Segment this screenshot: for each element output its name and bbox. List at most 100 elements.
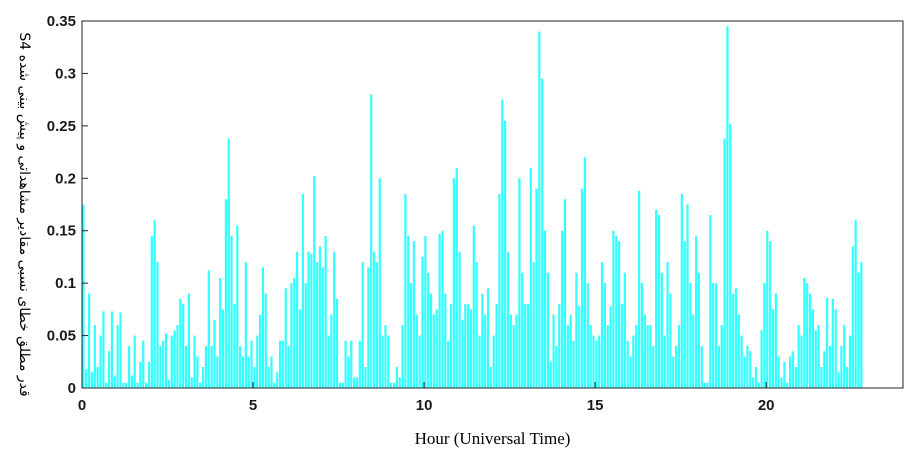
bar <box>854 220 857 388</box>
bar <box>88 293 91 388</box>
bar <box>732 293 735 388</box>
bar <box>258 314 262 388</box>
bar <box>82 204 85 388</box>
bar <box>717 346 720 388</box>
bar <box>307 251 310 388</box>
bar <box>632 335 635 388</box>
bar <box>783 361 786 388</box>
bar <box>774 293 777 388</box>
bar <box>589 325 592 388</box>
bar <box>680 194 683 388</box>
bar <box>558 304 561 388</box>
bar <box>472 225 475 388</box>
bar <box>298 309 302 388</box>
bar <box>563 199 567 388</box>
bar <box>552 314 555 388</box>
bar <box>746 346 749 388</box>
bar <box>335 298 339 388</box>
bar <box>407 235 410 388</box>
bar <box>341 382 344 388</box>
bar <box>686 204 689 388</box>
bar <box>606 325 609 388</box>
bar <box>387 335 390 388</box>
bar <box>583 157 587 388</box>
bar <box>840 346 843 388</box>
bar <box>486 288 490 388</box>
bar <box>287 346 290 388</box>
bar <box>532 262 535 388</box>
bar <box>655 209 658 388</box>
bar <box>848 335 852 388</box>
bar <box>498 194 501 388</box>
bar <box>321 267 324 388</box>
bar <box>549 361 552 388</box>
bar <box>777 356 780 388</box>
bar <box>364 367 367 388</box>
bar <box>843 325 846 388</box>
bar <box>427 272 430 388</box>
bar <box>113 375 116 388</box>
bar <box>703 382 706 388</box>
bar <box>757 382 760 388</box>
y-tick-label: 0.3 <box>55 65 76 82</box>
bar <box>390 382 393 388</box>
bar <box>193 335 196 388</box>
bar <box>253 367 256 388</box>
bar <box>620 304 624 388</box>
bar <box>412 241 416 388</box>
bar <box>119 312 122 388</box>
bar <box>806 283 809 388</box>
bar <box>763 283 766 388</box>
bar <box>694 235 698 388</box>
bar <box>344 340 347 388</box>
y-tick-label: 0 <box>68 380 76 397</box>
bar <box>640 283 644 388</box>
bar <box>239 346 242 388</box>
bar <box>90 372 94 388</box>
bar <box>689 283 692 388</box>
bar <box>435 309 438 388</box>
bar <box>429 293 433 388</box>
bar <box>751 377 755 388</box>
bar <box>714 283 718 388</box>
bar <box>637 190 641 388</box>
bar <box>173 330 176 388</box>
bar <box>447 340 450 388</box>
bar <box>834 309 837 388</box>
bar <box>156 262 159 388</box>
bar <box>304 283 307 388</box>
bar <box>569 314 572 388</box>
bar <box>740 335 743 388</box>
bar <box>318 246 322 388</box>
bar <box>612 230 615 388</box>
bar <box>623 272 626 388</box>
bar <box>575 272 578 388</box>
bar <box>572 340 575 388</box>
bar <box>629 356 632 388</box>
bar <box>370 94 373 389</box>
bar <box>418 335 421 388</box>
bar <box>578 306 581 388</box>
bar <box>201 367 205 388</box>
bar <box>566 325 569 388</box>
bar <box>355 377 359 388</box>
bar <box>831 298 834 388</box>
bar <box>692 314 695 388</box>
bar <box>723 138 726 388</box>
bar <box>142 340 145 388</box>
bar <box>176 325 179 388</box>
bar <box>823 351 826 388</box>
bar <box>580 188 584 388</box>
bar <box>603 283 606 388</box>
bar <box>199 382 202 388</box>
bar <box>96 367 99 388</box>
bar <box>310 253 313 388</box>
bar <box>478 335 481 388</box>
bar <box>330 314 333 388</box>
bars-group <box>82 26 863 389</box>
bar <box>618 241 621 388</box>
bar <box>350 340 353 388</box>
bar <box>538 31 541 389</box>
bar <box>475 262 478 388</box>
bar <box>404 194 407 388</box>
